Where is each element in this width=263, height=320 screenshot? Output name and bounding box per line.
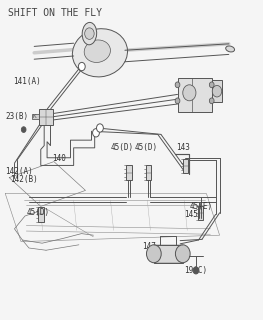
Ellipse shape	[72, 29, 128, 77]
Text: 23(B): 23(B)	[5, 112, 28, 121]
Circle shape	[85, 28, 94, 39]
Circle shape	[183, 85, 196, 101]
Circle shape	[146, 245, 161, 263]
Text: SHIFT ON THE FLY: SHIFT ON THE FLY	[8, 8, 102, 18]
Circle shape	[175, 245, 190, 263]
Text: 19(C): 19(C)	[184, 266, 207, 275]
Bar	[178, 78, 212, 112]
Ellipse shape	[226, 46, 235, 52]
Text: 140: 140	[53, 154, 67, 163]
Text: 45(D): 45(D)	[134, 143, 157, 152]
Circle shape	[175, 98, 180, 104]
Circle shape	[175, 82, 180, 88]
Circle shape	[21, 127, 26, 132]
Ellipse shape	[84, 40, 110, 62]
Circle shape	[93, 129, 99, 137]
Ellipse shape	[82, 22, 97, 45]
Bar	[126, 165, 132, 180]
Bar	[154, 245, 183, 263]
Text: 145: 145	[184, 210, 198, 219]
Text: K: K	[33, 114, 37, 119]
Circle shape	[193, 267, 199, 274]
Circle shape	[212, 85, 222, 97]
Text: 45(D): 45(D)	[110, 143, 134, 152]
Circle shape	[209, 98, 214, 104]
Text: 142(A): 142(A)	[5, 167, 33, 176]
Bar	[32, 114, 39, 119]
Bar	[39, 109, 53, 125]
Bar	[38, 207, 44, 222]
Text: 142(B): 142(B)	[11, 175, 38, 184]
Circle shape	[209, 82, 214, 88]
Text: 141(A): 141(A)	[13, 77, 41, 86]
Bar	[146, 165, 151, 180]
Circle shape	[78, 62, 85, 71]
Bar	[212, 80, 222, 102]
Text: 45(E): 45(E)	[189, 202, 213, 211]
Text: 45(D): 45(D)	[26, 208, 49, 217]
Circle shape	[97, 124, 103, 132]
Text: 143: 143	[176, 143, 190, 152]
Text: 147: 147	[142, 242, 156, 251]
Bar	[183, 159, 188, 173]
Bar	[198, 206, 203, 220]
